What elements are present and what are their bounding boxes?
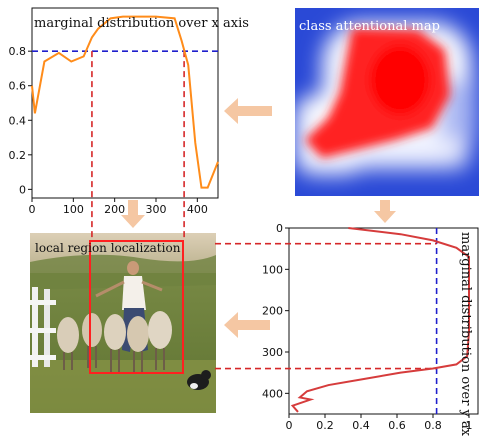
x-tick-label: 1 xyxy=(466,419,473,432)
chart-title: marginal distribution over x axis xyxy=(34,16,249,31)
x-tick-label: 0.8 xyxy=(424,419,442,432)
photo-title: local region localization xyxy=(35,241,181,255)
arrow-down-left-icon xyxy=(121,200,145,228)
attention-heatmap: class attentional map xyxy=(295,8,479,196)
chart-title: marginal distribution over y axis xyxy=(458,232,473,436)
x-tick-label: 0.4 xyxy=(352,419,370,432)
x-tick-label: 0.2 xyxy=(316,419,334,432)
arrow-left-top-icon xyxy=(224,98,272,124)
y-tick-label: 400 xyxy=(262,387,283,400)
y-tick-label: 300 xyxy=(262,346,283,359)
y-tick-label: 200 xyxy=(262,305,283,318)
fence-illustration xyxy=(30,287,56,367)
y-tick-label: 0 xyxy=(276,222,283,235)
sheep-illustration xyxy=(57,311,172,372)
series-line xyxy=(290,227,470,413)
dog-illustration xyxy=(187,370,211,390)
y-tick-label: 0 xyxy=(19,183,26,196)
localization-photo: local region localization xyxy=(30,233,216,413)
heatmap-title: class attentional map xyxy=(299,19,440,34)
y-tick-label: 0.4 xyxy=(9,114,27,127)
flow-arrows xyxy=(121,98,396,338)
x-tick-label: 200 xyxy=(104,203,125,216)
series-line xyxy=(31,15,219,189)
x-tick-label: 400 xyxy=(187,203,208,216)
arrow-down-right-icon xyxy=(374,200,396,223)
marginal-y-chart: 0 0.2 0.4 0.6 0.8 1 0 100 200 300 400 marginal dist… xyxy=(215,222,479,436)
x-tick-label: 0 xyxy=(286,419,293,432)
y-tick-label: 0.6 xyxy=(9,80,27,93)
y-tick-label: 0.2 xyxy=(9,149,27,162)
y-tick-label: 100 xyxy=(262,263,283,276)
plot-frame xyxy=(31,7,219,199)
arrow-left-bottom-icon xyxy=(224,312,270,338)
x-tick-label: 100 xyxy=(63,203,84,216)
marginal-x-chart: 0 100 200 300 400 0 0.2 0.4 0.6 0.8 marginal distr… xyxy=(9,7,249,240)
x-tick-label: 0 xyxy=(29,203,36,216)
y-tick-label: 0.8 xyxy=(9,45,27,58)
plot-frame xyxy=(288,227,479,415)
x-tick-label: 0.6 xyxy=(388,419,406,432)
localization-box xyxy=(89,240,184,374)
x-tick-label: 300 xyxy=(146,203,167,216)
